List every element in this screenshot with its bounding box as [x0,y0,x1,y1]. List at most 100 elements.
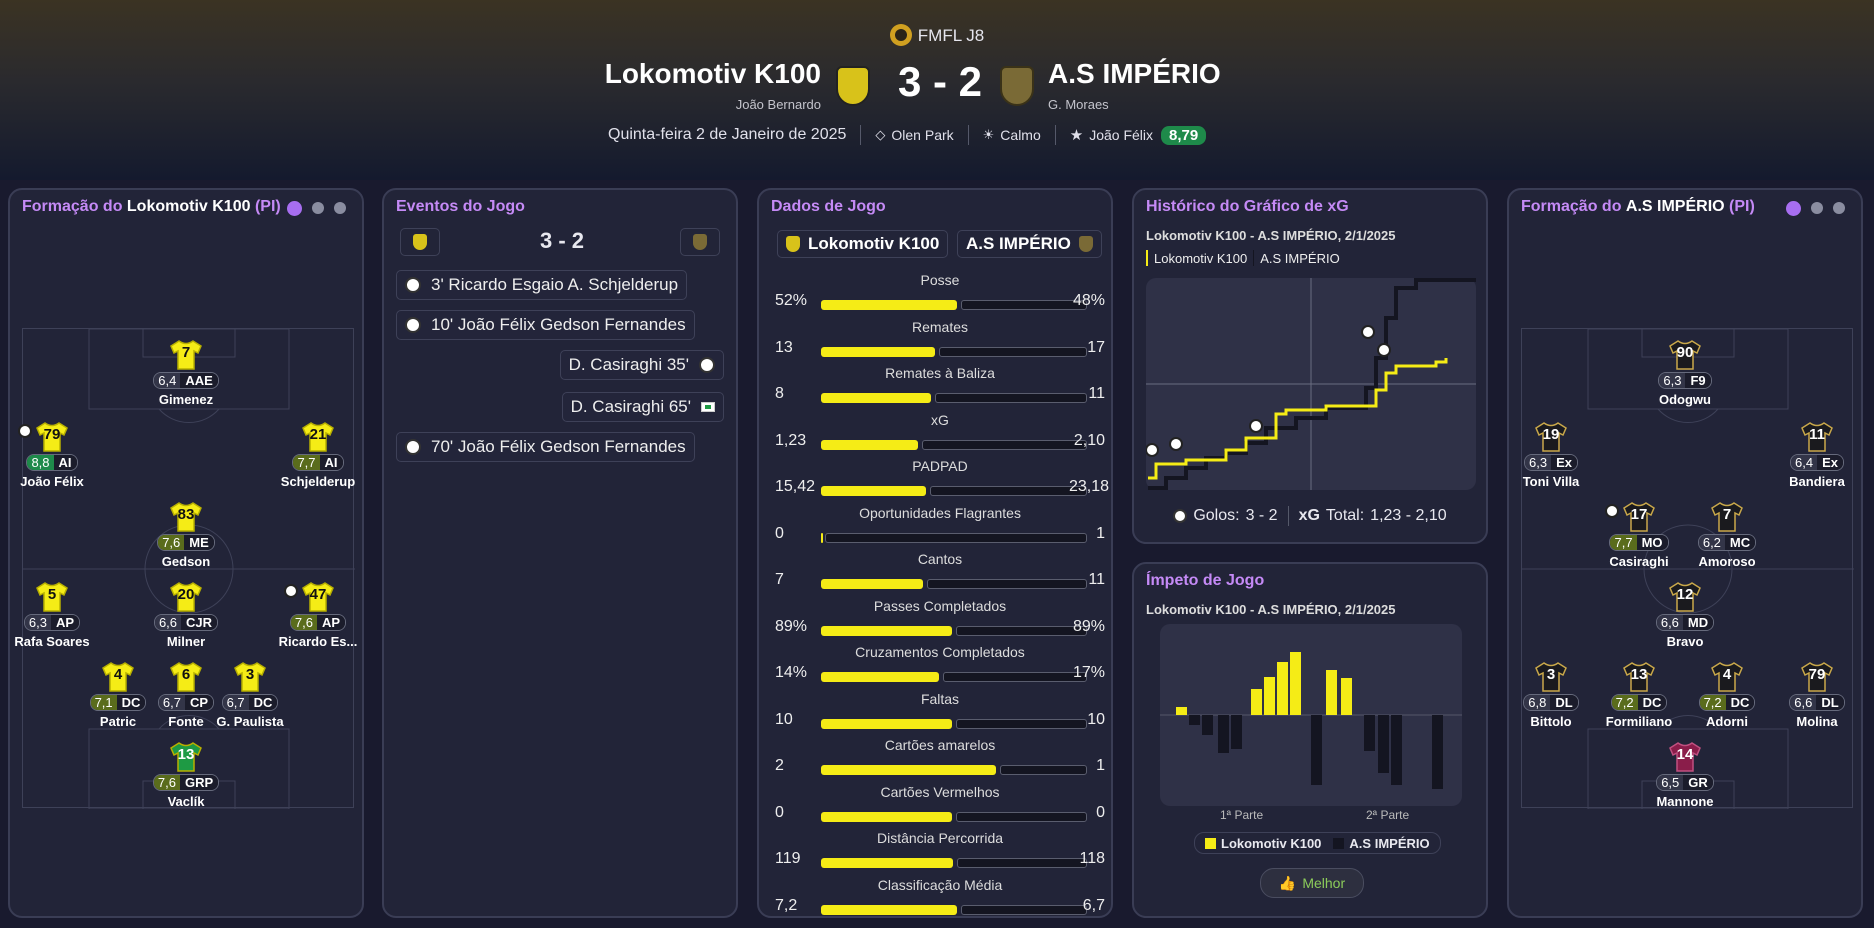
player-of-match[interactable]: João Félix [1089,127,1154,143]
view-dot[interactable] [334,202,346,214]
player-token[interactable]: 4 7,1 DC Patric [58,662,178,729]
player-token[interactable]: 14 6,5 GR Mannone [1625,742,1745,809]
player-token[interactable]: 7 6,4 AAE Gimenez [126,340,246,407]
player-name: Milner [166,634,206,649]
goals-label: Golos: [1193,507,1240,524]
view-dot-active[interactable] [287,201,302,216]
player-token[interactable]: 21 7,7 AI Schjelderup [258,422,378,489]
goal-ball-icon [1249,419,1263,433]
shirt-number: 79 [1808,666,1826,683]
player-token[interactable]: 83 7,6 ME Gedson [126,502,246,569]
event-row[interactable]: 10' João Félix Gedson Fernandes [396,310,695,340]
stats-away-team-tab[interactable]: A.S IMPÉRIO [957,230,1102,258]
stat-away-value: 2,10 [1073,431,1105,449]
player-token[interactable]: 5 6,3 AP Rafa Soares [0,582,112,649]
stat-row: Cartões amarelos 2 1 [775,737,1105,783]
player-token[interactable]: 4 7,2 DC Adorni [1667,662,1787,729]
player-token[interactable]: 79 8,8 AI João Félix [0,422,112,489]
player-token[interactable]: 6 6,7 CP Fonte [126,662,246,729]
rating-badge: 7,2 DC [1698,694,1756,711]
stat-row: Cruzamentos Completados 14% 17% [775,644,1105,690]
player-token[interactable]: 13 7,2 DC Formiliano [1579,662,1699,729]
shirt-number: 4 [113,666,123,683]
total-label: Total: [1325,507,1365,524]
stat-label: Oportunidades Flagrantes [859,504,1021,521]
shirt-number: 17 [1630,506,1648,523]
stat-away-bar [957,858,1087,868]
stat-label: Passes Completados [873,597,1007,614]
view-dot[interactable] [1833,202,1845,214]
shirt-icon: 7 [1710,502,1744,532]
stat-away-value: 17 [1087,338,1105,356]
player-rating: 7,2 [1611,695,1638,710]
view-switcher[interactable] [287,201,346,216]
player-token[interactable]: 47 7,6 AP Ricardo Es... [258,582,378,649]
divider [967,125,969,145]
rating-badge: 6,7 CP [157,694,215,711]
player-token[interactable]: 17 7,7 MO Casiraghi [1579,502,1699,569]
home-team-name[interactable]: Lokomotiv K100 [604,58,821,89]
stat-away-value: 23,18 [1069,478,1110,495]
stat-home-bar [821,346,935,357]
stat-away-value: 1 [1096,524,1105,542]
away-badge-icon [1078,236,1093,252]
player-token[interactable]: 79 6,6 DL Molina [1757,662,1874,729]
momentum-away-bars [1189,715,1443,789]
player-token[interactable]: 13 7,6 GRP Vaclík [126,742,246,809]
player-token[interactable]: 12 6,6 MD Bravo [1625,582,1745,649]
momentum-bar [1290,652,1301,715]
player-name: Gedson [161,554,211,569]
player-name: Formiliano [1605,714,1673,729]
goal-ball-icon [18,424,32,438]
event-row[interactable]: D. Casiraghi 35' [559,350,724,380]
player-token[interactable]: 3 6,8 DL Bittolo [1491,662,1611,729]
player-rating: 6,3 [24,615,51,630]
player-token[interactable]: 11 6,4 Ex Bandiera [1757,422,1874,489]
xg-summary: Golos: 3 - 2 xG Total: 1,23 - 2,10 [1134,506,1486,526]
player-name: Amoroso [1698,554,1756,569]
momentum-chart-svg [1160,652,1462,789]
shirt-icon: 13 [169,742,203,772]
momentum-home-bars [1176,652,1352,715]
melhor-button[interactable]: 👍 Melhor [1260,868,1364,898]
momentum-bar [1391,715,1402,785]
stat-away-bar [956,811,1087,822]
player-name: Toni Villa [1522,474,1580,489]
player-name: G. Paulista [216,714,284,729]
rating-badge: 8,8 AI [26,454,78,471]
shirt-number: 13 [1630,666,1648,683]
view-switcher[interactable] [1786,201,1845,216]
view-dot-active[interactable] [1786,201,1801,216]
away-team-name[interactable]: A.S IMPÉRIO [1048,58,1221,89]
player-position: AP [317,615,346,630]
stats-home-team-tab[interactable]: Lokomotiv K100 [777,230,949,258]
player-position: GRP [179,775,219,790]
player-token[interactable]: 3 6,7 DC G. Paulista [190,662,310,729]
stat-row: Classificação Média 7,2 6,7 [775,877,1105,923]
player-token[interactable]: 90 6,3 F9 Odogwu [1625,340,1745,407]
player-position: DL [1550,695,1578,710]
player-name: Schjelderup [280,474,356,489]
player-token[interactable]: 20 6,6 CJR Milner [126,582,246,649]
match-header: FMFL J8 Lokomotiv K100 João Bernardo 3 -… [0,0,1874,180]
rating-badge: 7,1 DC [89,694,147,711]
first-half-label: 1ª Parte [1220,808,1264,822]
event-row[interactable]: 3' Ricardo Esgaio A. Schjelderup [396,270,688,300]
legend-home: Lokomotiv K100 [1221,835,1322,851]
stat-home-value: 10 [775,710,793,728]
player-name: Fonte [168,714,204,729]
player-token[interactable]: 7 6,2 MC Amoroso [1667,502,1787,569]
home-lineup-panel: Formação do Lokomotiv K100 (PI) 7 6,4 AAE G… [8,188,364,918]
second-half-label: 2ª Parte [1366,808,1410,822]
player-token[interactable]: 19 6,3 Ex Toni Villa [1491,422,1611,489]
event-row[interactable]: D. Casiraghi 65' [561,392,724,422]
momentum-chart [1160,624,1462,806]
view-dot[interactable] [312,202,324,214]
event-row[interactable]: 70' João Félix Gedson Fernandes [396,432,695,462]
player-rating: 6,5 [1657,775,1684,790]
view-dot[interactable] [1811,202,1823,214]
player-name: Vaclík [167,794,205,809]
stat-away-value: 0 [1096,803,1105,821]
score: 3 - 2 [897,58,983,105]
stat-away-bar [943,672,1087,682]
